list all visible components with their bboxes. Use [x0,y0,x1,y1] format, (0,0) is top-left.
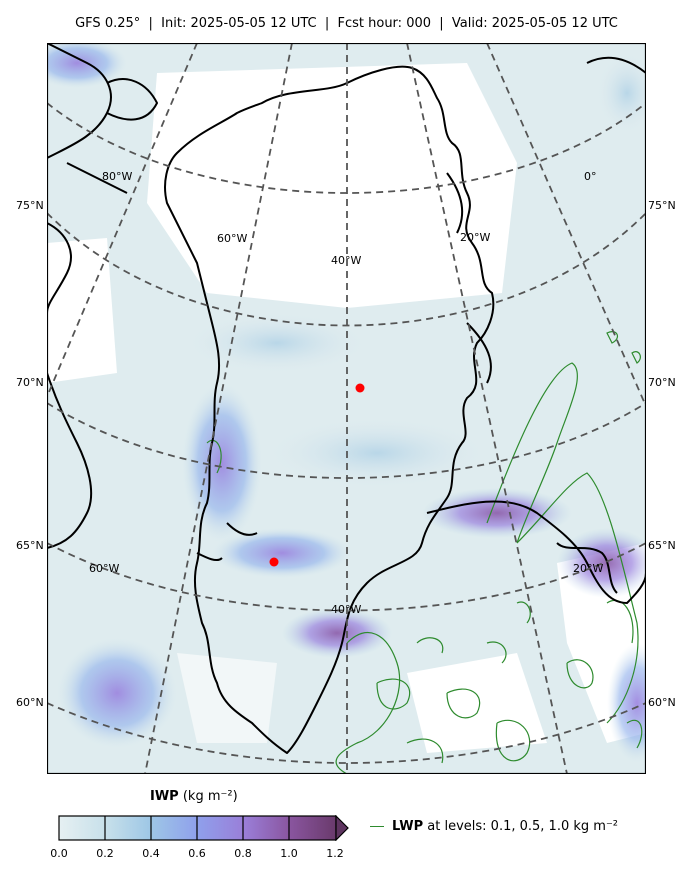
lwp-legend-bold: LWP [392,819,424,834]
plot-title: GFS 0.25° | Init: 2025-05-05 12 UTC | Fc… [75,16,618,31]
colorbar-tick: 0.6 [188,847,206,860]
colorbar-tick: 1.0 [280,847,298,860]
station-marker [355,383,365,393]
colorbar-tick: 0.2 [96,847,114,860]
lon-label-60w-south: 60°W [89,562,119,575]
colorbar-title-bold: IWP [150,789,179,804]
colorbar [58,815,349,841]
lwp-legend-line [370,826,384,827]
lon-label-60w: 60°W [217,232,247,245]
lat-label-70n-right: 70°N [648,376,676,389]
colorbar-tick: 0.4 [142,847,160,860]
colorbar-tick: 0.0 [50,847,68,860]
map-panel: 80°W 60°W 40°W 20°W 0° 60°W 40°W 20°W [47,43,646,774]
lon-label-20w-south: 20°W [573,562,603,575]
lon-label-0: 0° [584,170,597,183]
lon-label-80w: 80°W [102,170,132,183]
lat-label-65n-left: 65°N [16,539,44,552]
graticule [47,43,646,774]
lat-label-70n-left: 70°N [16,376,44,389]
lwp-legend: LWP at levels: 0.1, 0.5, 1.0 kg m⁻² [370,819,618,834]
lon-label-40w-south: 40°W [331,603,361,616]
lat-label-75n-right: 75°N [648,199,676,212]
colorbar-tick: 0.8 [234,847,252,860]
lwp-contours [206,331,643,774]
lon-label-20w: 20°W [460,231,490,244]
colorbar-tick: 1.2 [326,847,344,860]
lat-label-65n-right: 65°N [648,539,676,552]
lon-label-40w: 40°W [331,254,361,267]
colorbar-title-unit: (kg m⁻²) [178,789,238,804]
lat-label-75n-left: 75°N [16,199,44,212]
station-marker [269,557,279,567]
lwp-legend-text: at levels: 0.1, 0.5, 1.0 kg m⁻² [423,819,619,834]
lat-label-60n-left: 60°N [16,696,44,709]
map-frame [47,43,646,774]
colorbar-title: IWP (kg m⁻²) [150,789,238,804]
lat-label-60n-right: 60°N [648,696,676,709]
